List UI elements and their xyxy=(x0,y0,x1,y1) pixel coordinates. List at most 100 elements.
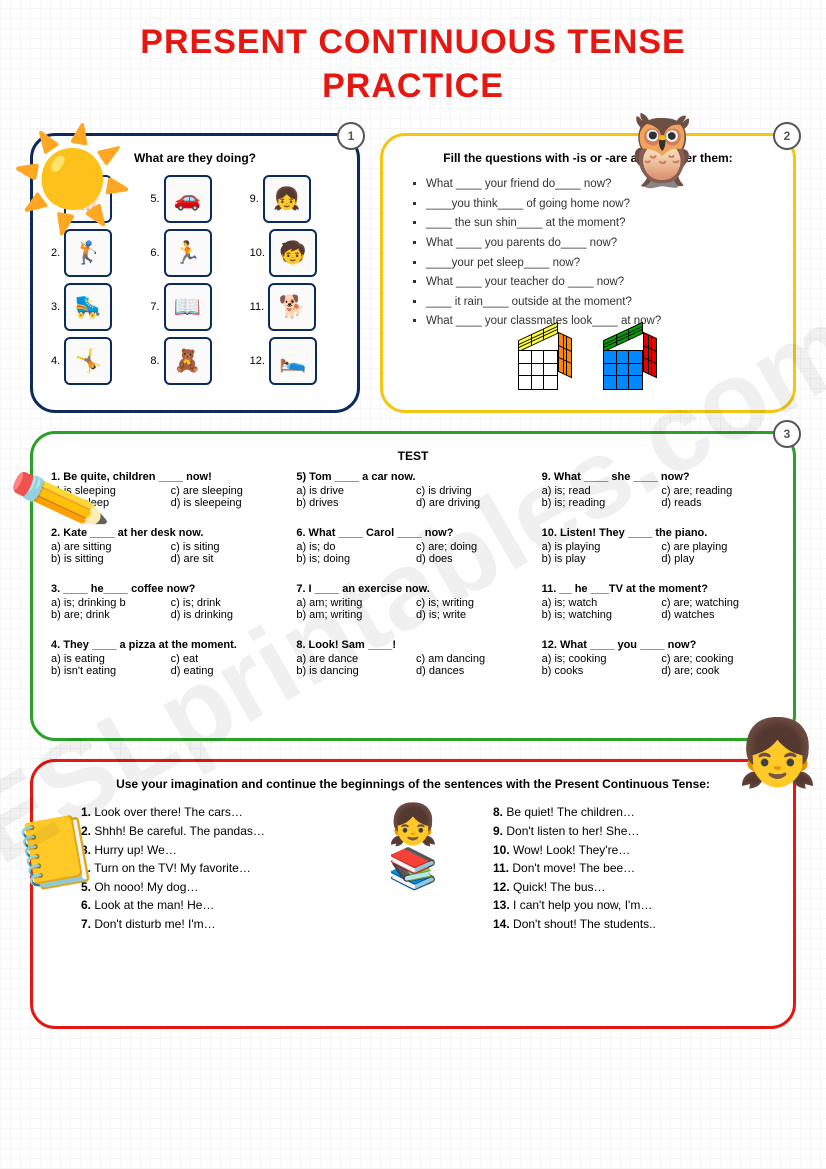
test-question: 10. Listen! They ____ the piano. a) is p… xyxy=(542,527,775,565)
page-title: PRESENT CONTINUOUS TENSEPRACTICE xyxy=(30,20,796,108)
option-c: c) is driving xyxy=(416,485,530,497)
badge-2: 2 xyxy=(773,122,801,150)
girl-icon: 👧 xyxy=(737,720,818,785)
test-question: 3. ____ he____ coffee now? a) is; drinki… xyxy=(51,583,284,621)
cell-number: 9. xyxy=(250,193,259,205)
picture-cell: 4. 🤸 xyxy=(51,337,140,385)
option-c: c) am dancing xyxy=(416,653,530,665)
picture-cell: 7. 📖 xyxy=(150,283,239,331)
test-question: 9. What ____ she ____ now? a) is; read c… xyxy=(542,471,775,509)
sentence-start: 12. Quick! The bus… xyxy=(493,878,775,897)
option-c: c) are; doing xyxy=(416,541,530,553)
test-question: 6. What ____ Carol ____ now? a) is; do c… xyxy=(296,527,529,565)
sentence-start: 1. Look over there! The cars… xyxy=(81,803,363,822)
option-a: a) is; drinking b xyxy=(51,597,165,609)
cell-number: 6. xyxy=(150,247,159,259)
rubiks-cubes xyxy=(401,342,775,397)
activity-icon: 🐕 xyxy=(268,283,316,331)
sentence-start: 13. I can't help you now, I'm… xyxy=(493,896,775,915)
option-d: d) are driving xyxy=(416,497,530,509)
sentence-start: 2. Shhh! Be careful. The pandas… xyxy=(81,822,363,841)
option-b: b) drives xyxy=(296,497,410,509)
activity-icon: 🧸 xyxy=(164,337,212,385)
cube-2-icon xyxy=(603,342,658,397)
activity-icon: 🏌️ xyxy=(64,229,112,277)
box2-title: Fill the questions with -is or -are and … xyxy=(401,151,775,165)
option-b: b) is; watching xyxy=(542,609,656,621)
activity-icon: 🤸 xyxy=(64,337,112,385)
test-question: 7. I ____ an exercise now. a) am; writin… xyxy=(296,583,529,621)
option-a: a) is eating xyxy=(51,653,165,665)
sentence-start: 11. Don't move! The bee… xyxy=(493,859,775,878)
activity-icon: 🧒 xyxy=(269,229,317,277)
cell-number: 3. xyxy=(51,301,60,313)
badge-1: 1 xyxy=(337,122,365,150)
test-question: 4. They ____ a pizza at the moment. a) i… xyxy=(51,639,284,677)
option-a: a) am; writing xyxy=(296,597,410,609)
sentence-start: 8. Be quiet! The children… xyxy=(493,803,775,822)
option-c: c) are; watching xyxy=(661,597,775,609)
option-d: d) play xyxy=(661,553,775,565)
option-d: d) reads xyxy=(661,497,775,509)
sentence-start: 9. Don't listen to her! She… xyxy=(493,822,775,841)
question-stem: 11. __ he ___TV at the moment? xyxy=(542,583,775,595)
sentence-start: 5. Oh nooo! My dog… xyxy=(81,878,363,897)
box4-title: Use your imagination and continue the be… xyxy=(51,777,775,791)
sentence-start: 3. Hurry up! We… xyxy=(81,841,363,860)
test-question: 12. What ____ you ____ now? a) is; cooki… xyxy=(542,639,775,677)
cell-number: 10. xyxy=(250,247,265,259)
picture-cell: 2. 🏌️ xyxy=(51,229,140,277)
option-d: d) does xyxy=(416,553,530,565)
fill-question: ____your pet sleep____ now? xyxy=(426,254,775,274)
option-d: d) watches xyxy=(661,609,775,621)
sentence-start: 14. Don't shout! The students.. xyxy=(493,915,775,934)
activity-icon: 🏃 xyxy=(164,229,212,277)
fill-question-list: What ____ your friend do____ now?____you… xyxy=(401,175,775,331)
sentence-start: 7. Don't disturb me! I'm… xyxy=(81,915,363,934)
sentence-start: 6. Look at the man! He… xyxy=(81,896,363,915)
option-a: a) is; read xyxy=(542,485,656,497)
sentence-list-right: 8. Be quiet! The children…9. Don't liste… xyxy=(463,803,775,933)
option-c: c) is; writing xyxy=(416,597,530,609)
sun-icon: ☀️ xyxy=(10,130,135,230)
option-a: a) is; watch xyxy=(542,597,656,609)
option-b: b) cooks xyxy=(542,665,656,677)
option-c: c) are; cooking xyxy=(661,653,775,665)
badge-3: 3 xyxy=(773,420,801,448)
option-b: b) is play xyxy=(542,553,656,565)
fill-question: ____ the sun shin____ at the moment? xyxy=(426,214,775,234)
activity-icon: 🛌 xyxy=(269,337,317,385)
fill-question: What ____ your teacher do ____ now? xyxy=(426,273,775,293)
fill-question: ____you think____ of going home now? xyxy=(426,195,775,215)
option-c: c) eat xyxy=(171,653,285,665)
cell-number: 8. xyxy=(150,355,159,367)
option-c: c) is siting xyxy=(171,541,285,553)
exercise-3-box: 3 TEST 1. Be quite, children ____ now! a… xyxy=(30,431,796,741)
picture-cell: 3.🛼 xyxy=(51,283,140,331)
fill-question: ____ it rain____ outside at the moment? xyxy=(426,293,775,313)
fill-question: What ____ your friend do____ now? xyxy=(426,175,775,195)
fill-question: What ____ your classmates look____ at no… xyxy=(426,312,775,332)
option-a: a) is playing xyxy=(542,541,656,553)
question-stem: 3. ____ he____ coffee now? xyxy=(51,583,284,595)
cell-number: 4. xyxy=(51,355,60,367)
question-stem: 7. I ____ an exercise now. xyxy=(296,583,529,595)
cell-number: 5. xyxy=(150,193,159,205)
cell-number: 12. xyxy=(250,355,265,367)
activity-icon: 📖 xyxy=(164,283,212,331)
cell-number: 2. xyxy=(51,247,60,259)
option-b: b) is sitting xyxy=(51,553,165,565)
option-c: c) are; reading xyxy=(661,485,775,497)
owl-icon: 🦉 xyxy=(619,115,706,185)
picture-cell: 9.👧 xyxy=(250,175,339,223)
picture-cell: 11.🐕 xyxy=(250,283,339,331)
notepad-icon: 📒 xyxy=(10,813,101,891)
option-a: a) is drive xyxy=(296,485,410,497)
option-b: b) isn't eating xyxy=(51,665,165,677)
exercise-4-box: 4 Use your imagination and continue the … xyxy=(30,759,796,1029)
test-question: 11. __ he ___TV at the moment? a) is; wa… xyxy=(542,583,775,621)
test-question: 2. Kate ____ at her desk now. a) are sit… xyxy=(51,527,284,565)
cell-number: 7. xyxy=(150,301,159,313)
option-d: d) is; write xyxy=(416,609,530,621)
picture-cell: 8. 🧸 xyxy=(150,337,239,385)
